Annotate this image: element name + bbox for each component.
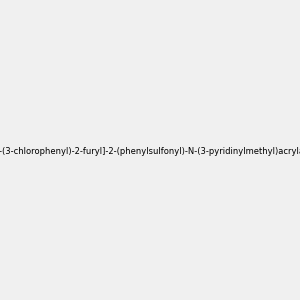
Text: 3-[5-(3-chlorophenyl)-2-furyl]-2-(phenylsulfonyl)-N-(3-pyridinylmethyl)acrylamid: 3-[5-(3-chlorophenyl)-2-furyl]-2-(phenyl… xyxy=(0,147,300,156)
